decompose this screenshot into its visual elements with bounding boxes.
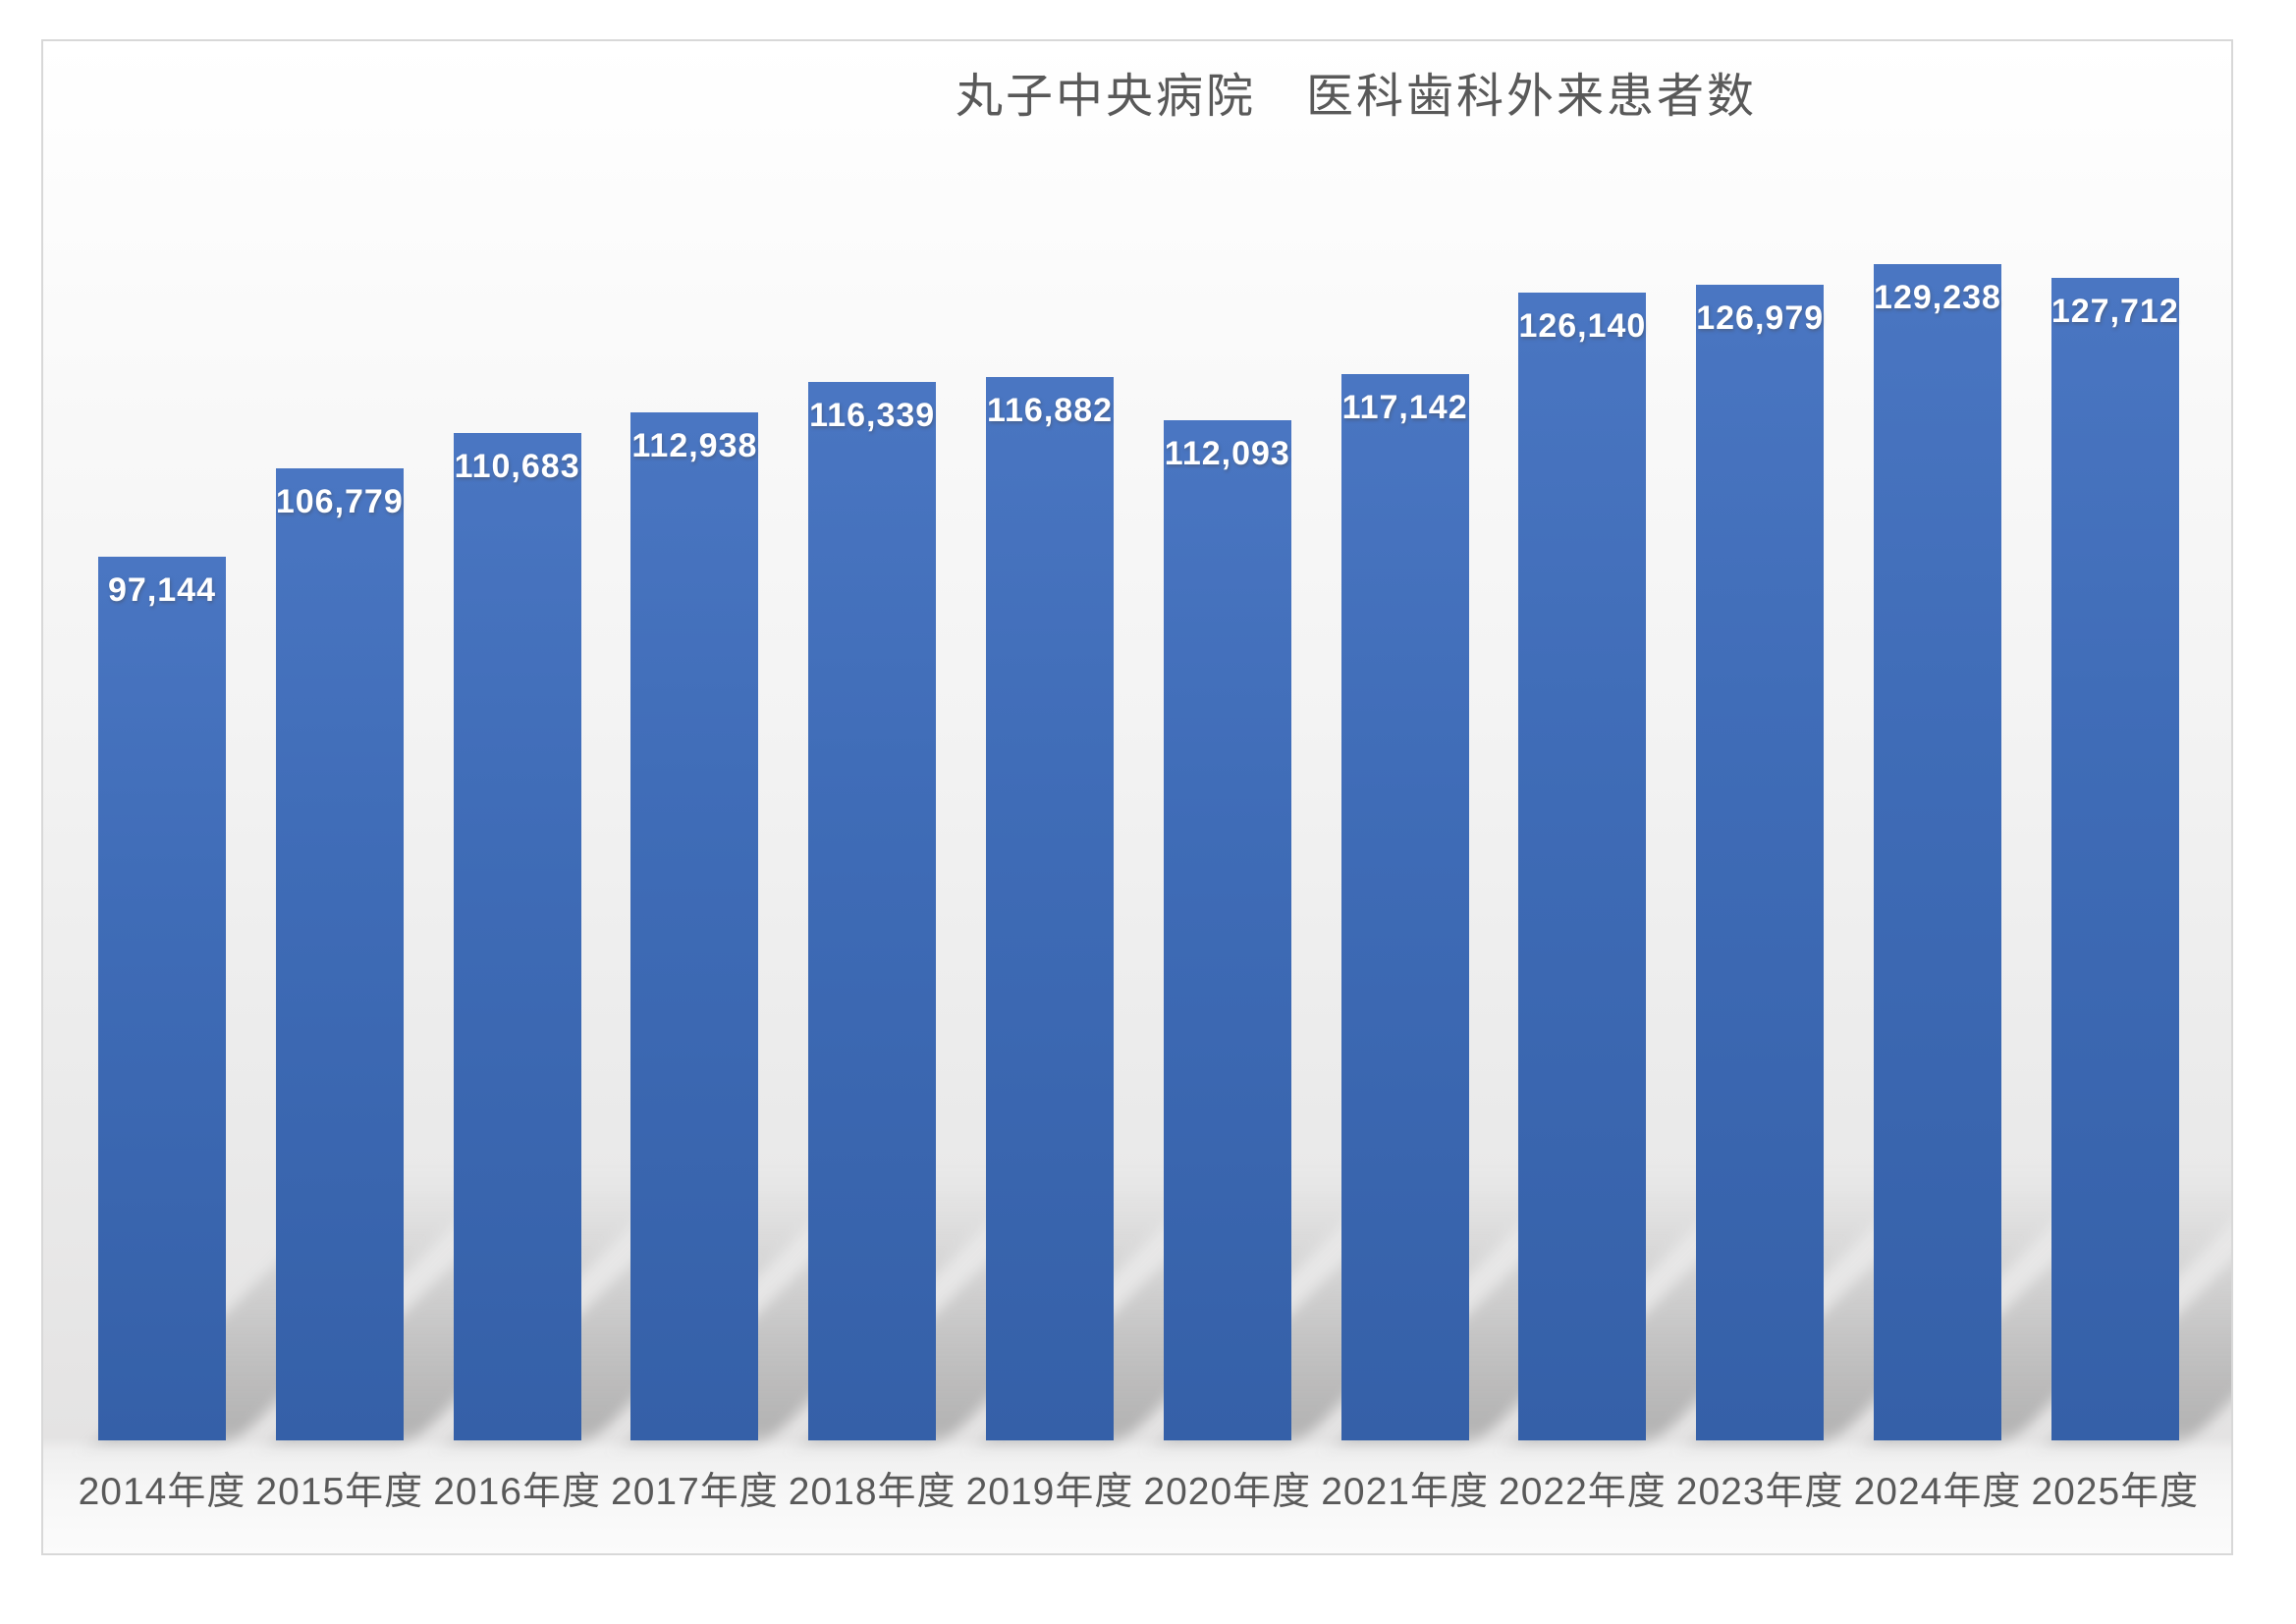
axis-layer: 2014年度 2015年度 2016年度 2017年度 2018年度 2019年度 2020…	[43, 41, 2231, 1553]
x-axis-label-2016: 2016年度	[433, 1471, 601, 1513]
bar-2017[interactable]: 112,938	[630, 412, 759, 1440]
bar-2025[interactable]: 127,712	[2050, 278, 2179, 1440]
bar-2020[interactable]: 112,093	[1163, 420, 1291, 1440]
bar-2024[interactable]: 129,238	[1874, 264, 2001, 1440]
bar-value-label-2025: 127,712	[2050, 293, 2179, 330]
bar-2022[interactable]: 126,140	[1518, 293, 1647, 1440]
bar-2023[interactable]: 126,979	[1696, 285, 1825, 1440]
bar-2015[interactable]: 106,779	[275, 468, 404, 1440]
bar-value-label-2023: 126,979	[1696, 299, 1825, 337]
bar-value-label-2014: 97,144	[108, 571, 216, 609]
bar-value-label-2015: 106,779	[275, 483, 404, 520]
chart-title: 丸子中央病院 医科歯科外来患者数	[955, 71, 1758, 123]
bar-value-label-2018: 116,339	[809, 397, 936, 434]
bar-2014[interactable]: 97,144	[98, 557, 226, 1440]
bar-2018[interactable]: 116,339	[808, 382, 937, 1440]
bar-2019[interactable]: 116,882	[986, 377, 1114, 1440]
x-axis-label-2014: 2014年度	[78, 1471, 246, 1513]
x-axis-label-2025: 2025年度	[2031, 1471, 2200, 1513]
bar-value-label-2020: 112,093	[1164, 435, 1290, 472]
bar-value-label-2019: 116,882	[986, 392, 1114, 429]
bar-value-label-2022: 126,140	[1518, 307, 1647, 345]
x-axis-label-2020: 2020年度	[1143, 1471, 1312, 1513]
x-axis-label-2024: 2024年度	[1853, 1471, 2022, 1513]
x-axis-label-2019: 2019年度	[965, 1471, 1134, 1513]
bar-layer: 97,144 106,779 110,683 112,938 116,339 116,88…	[43, 41, 2231, 1553]
x-axis-label-2022: 2022年度	[1499, 1471, 1667, 1513]
bar-2016[interactable]: 110,683	[453, 433, 581, 1440]
bar-value-label-2024: 129,238	[1874, 279, 2001, 316]
x-axis-label-2023: 2023年度	[1675, 1471, 1844, 1513]
x-axis-label-2018: 2018年度	[788, 1471, 957, 1513]
x-axis-label-2021: 2021年度	[1321, 1471, 1489, 1513]
x-axis-label-2015: 2015年度	[255, 1471, 424, 1513]
bar-value-label-2021: 117,142	[1341, 389, 1468, 426]
bar-value-label-2017: 112,938	[631, 427, 758, 464]
chart-frame: 丸子中央病院 医科歯科外来患者数 97,144 106,779 110,683 112…	[41, 39, 2233, 1555]
bar-value-label-2016: 110,683	[454, 448, 580, 485]
bar-2021[interactable]: 117,142	[1340, 374, 1469, 1440]
x-axis-label-2017: 2017年度	[611, 1471, 779, 1513]
